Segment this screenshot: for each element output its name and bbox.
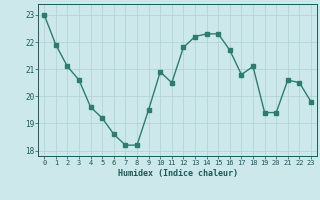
X-axis label: Humidex (Indice chaleur): Humidex (Indice chaleur) — [118, 169, 238, 178]
